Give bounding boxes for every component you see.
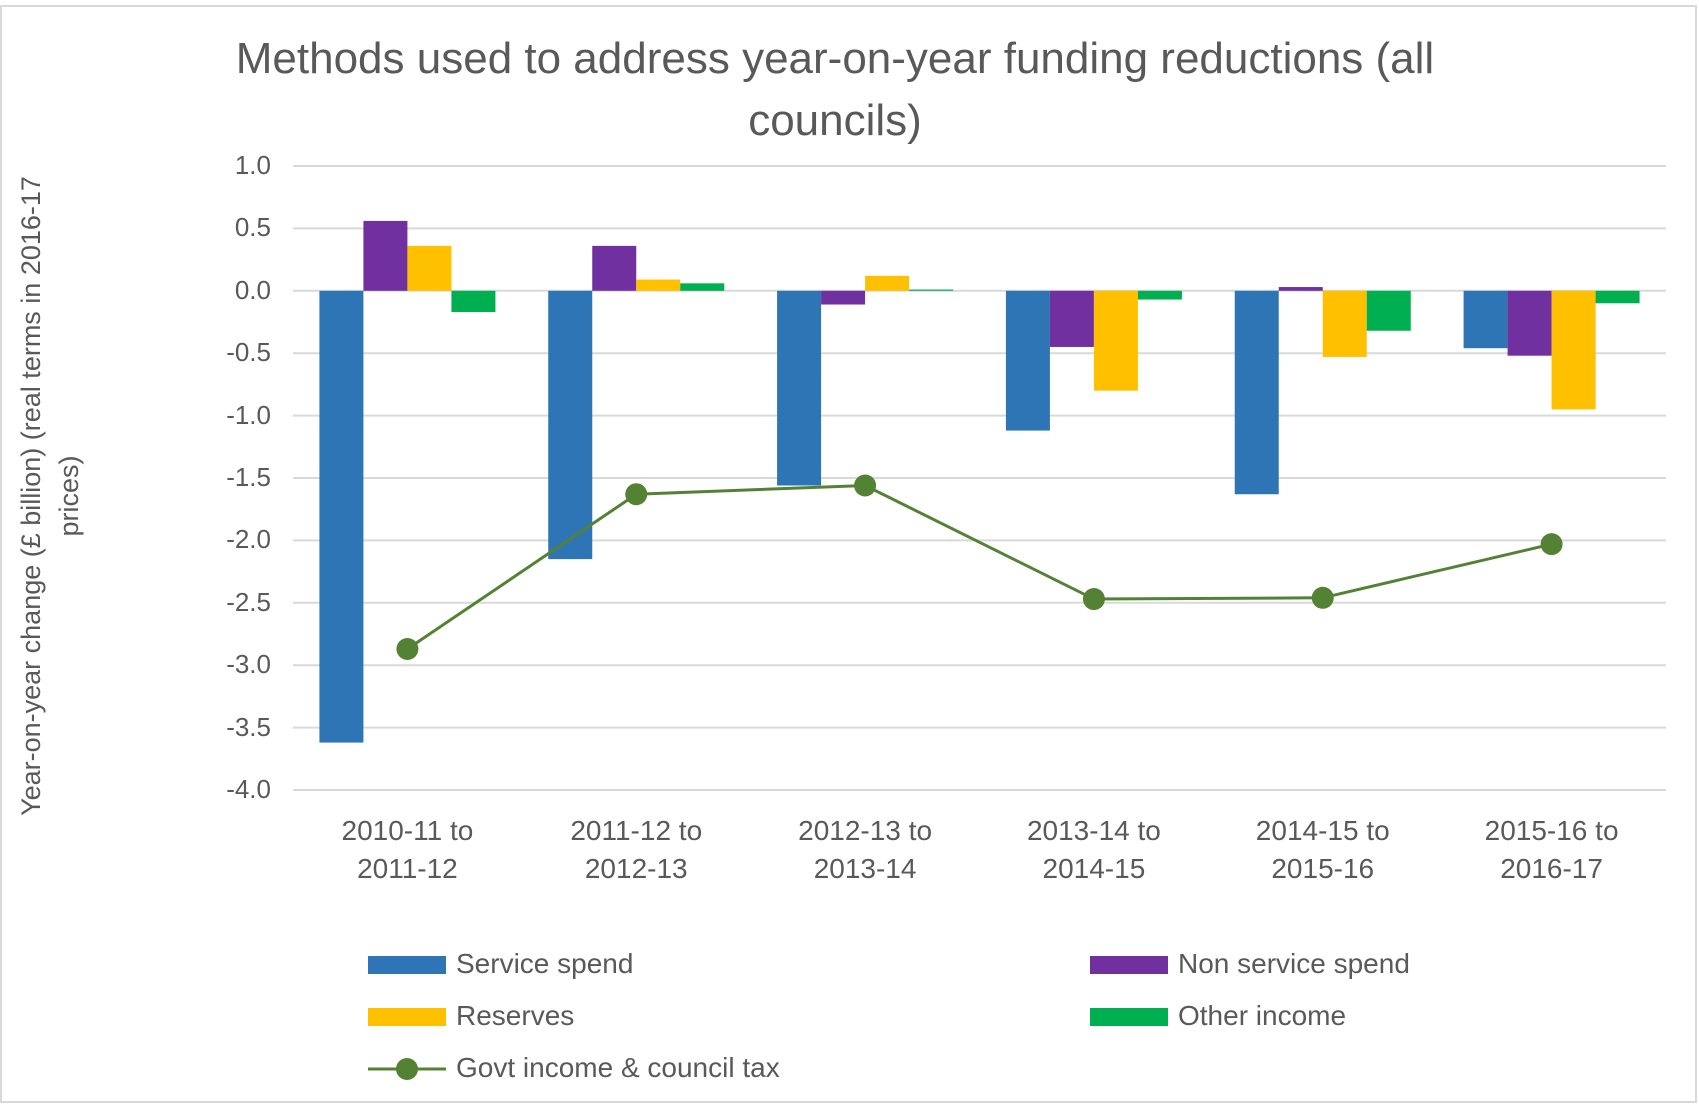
- bar: [1595, 290, 1640, 304]
- x-tick-label: 2015-16 to 2016-17: [1484, 815, 1619, 884]
- y-axis-label: Year-on-year change (£ billion) (real te…: [16, 176, 84, 816]
- y-tick-label: -3.5: [226, 711, 271, 742]
- legend-swatch: [1090, 956, 1168, 974]
- legend-label: Non service spend: [1178, 948, 1410, 979]
- bar: [1278, 287, 1323, 291]
- legend-label: Service spend: [456, 948, 634, 979]
- legend-swatch: [368, 1008, 446, 1026]
- x-tick-label: 2011-12 to 2012-13: [570, 815, 703, 884]
- bar: [1551, 290, 1596, 410]
- bar: [636, 279, 681, 291]
- line-marker: [396, 637, 419, 660]
- bar: [1463, 290, 1508, 349]
- legend-swatch: [368, 956, 446, 974]
- line-marker: [1540, 533, 1563, 556]
- legend-label: Govt income & council tax: [456, 1052, 780, 1083]
- y-tick-label: -3.0: [226, 649, 271, 680]
- bar: [1507, 290, 1552, 356]
- chart-border: [0, 5, 1697, 1103]
- bar: [1005, 290, 1050, 431]
- line: [406, 483, 1552, 651]
- legend-label: Other income: [1178, 1000, 1347, 1031]
- line-marker: [1311, 586, 1334, 609]
- bar: [1049, 290, 1094, 347]
- bar: [821, 290, 866, 305]
- bar: [865, 275, 910, 291]
- y-tick-label: -2.0: [226, 524, 271, 555]
- y-tick-label: 1.0: [234, 150, 271, 180]
- chart-title: Methods used to address year-on-year fun…: [235, 34, 1435, 145]
- y-tick-label: -0.5: [226, 337, 271, 368]
- x-tick-label: 2013-14 to 2014-15: [1026, 815, 1161, 884]
- bar: [319, 290, 364, 743]
- x-tick-label: 2012-13 to 2013-14: [798, 815, 933, 884]
- legend-swatch: [396, 1058, 418, 1080]
- legend-swatch: [1090, 1008, 1168, 1026]
- legend-label: Reserves: [456, 1000, 575, 1031]
- line-marker: [625, 483, 648, 506]
- bar: [1137, 290, 1182, 300]
- bar: [1234, 290, 1279, 495]
- bar: [592, 245, 637, 291]
- bar: [1093, 290, 1138, 391]
- x-tick-label: 2010-11 to 2011-12: [341, 815, 474, 884]
- bar: [363, 220, 408, 291]
- y-tick-label: 0.0: [234, 274, 271, 305]
- bar: [548, 290, 593, 560]
- line-marker: [854, 474, 877, 497]
- bar: [909, 289, 954, 291]
- bar: [777, 290, 822, 486]
- y-tick-label: -1.5: [226, 462, 271, 492]
- y-tick-label: -4.0: [226, 774, 271, 804]
- bar: [1322, 290, 1367, 357]
- bar: [1366, 290, 1411, 331]
- y-tick-label: 0.5: [234, 212, 271, 243]
- bar: [680, 283, 725, 291]
- x-tick-label: 2014-15 to 2015-16: [1255, 815, 1390, 884]
- y-tick-label: -1.0: [226, 399, 271, 430]
- y-tick-label: -2.5: [226, 586, 271, 617]
- bar: [407, 245, 452, 291]
- bar: [451, 290, 496, 313]
- line-marker: [1082, 588, 1105, 611]
